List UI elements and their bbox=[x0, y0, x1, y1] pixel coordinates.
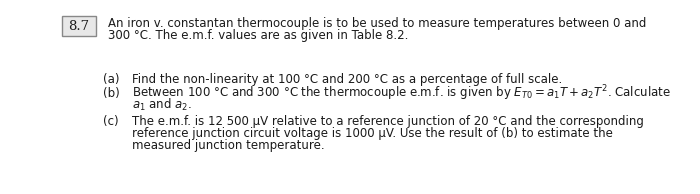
Text: An iron v. constantan thermocouple is to be used to measure temperatures between: An iron v. constantan thermocouple is to… bbox=[108, 16, 646, 29]
Text: (b): (b) bbox=[103, 87, 120, 100]
Text: reference junction circuit voltage is 1000 μV. Use the result of (b) to estimate: reference junction circuit voltage is 10… bbox=[132, 127, 613, 140]
Text: The e.m.f. is 12 500 μV relative to a reference junction of 20 °C and the corres: The e.m.f. is 12 500 μV relative to a re… bbox=[132, 115, 644, 128]
Text: 8.7: 8.7 bbox=[69, 20, 90, 33]
FancyBboxPatch shape bbox=[62, 16, 96, 36]
Text: $a_1$ and $a_2$.: $a_1$ and $a_2$. bbox=[132, 97, 192, 113]
Text: measured junction temperature.: measured junction temperature. bbox=[132, 139, 325, 152]
Text: 300 °C. The e.m.f. values are as given in Table 8.2.: 300 °C. The e.m.f. values are as given i… bbox=[108, 29, 408, 42]
Text: Between 100 °C and 300 °C the thermocouple e.m.f. is given by $E_{T0}=a_1T+a_2T^: Between 100 °C and 300 °C the thermocoup… bbox=[132, 83, 671, 103]
Text: (a): (a) bbox=[103, 74, 120, 87]
Text: (c): (c) bbox=[103, 115, 118, 128]
Text: Find the non-linearity at 100 °C and 200 °C as a percentage of full scale.: Find the non-linearity at 100 °C and 200… bbox=[132, 74, 562, 87]
